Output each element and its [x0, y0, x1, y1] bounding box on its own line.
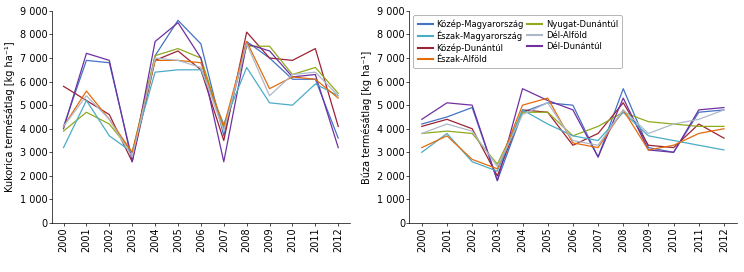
Legend: Közép-Magyarország, Észak-Magyarország, Közép-Dunántúl, Észak-Alföld, Nyugat-Dun: Közép-Magyarország, Észak-Magyarország, …	[414, 15, 622, 68]
Y-axis label: Kukorica termésátlag [kg ha⁻¹]: Kukorica termésátlag [kg ha⁻¹]	[4, 42, 15, 192]
Y-axis label: Búza termésátlag [kg ha⁻¹]: Búza termésátlag [kg ha⁻¹]	[362, 50, 372, 184]
